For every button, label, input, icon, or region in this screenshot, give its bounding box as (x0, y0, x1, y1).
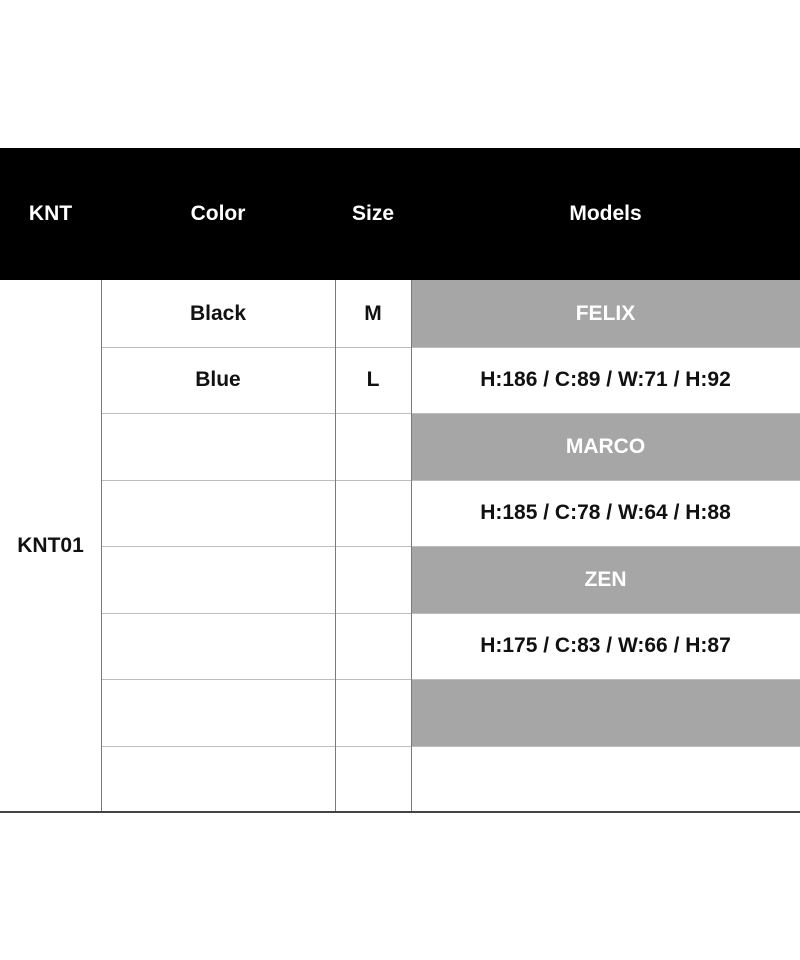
size-cell (335, 679, 411, 746)
row-divider (101, 480, 800, 481)
size-cell: M (364, 301, 382, 325)
color-cell: Black (189, 301, 247, 325)
color-cell: Blue (195, 368, 241, 391)
model-cell: MARCO (411, 413, 800, 480)
header-knt: KNT (28, 202, 73, 225)
model-cell: H:175 / C:83 / W:66 / H:87 (480, 634, 731, 657)
color-cell (101, 413, 335, 480)
header-color: Color (190, 202, 246, 225)
divider (101, 280, 102, 812)
header-size: Size (351, 202, 395, 225)
color-cell (101, 679, 335, 746)
size-cell: L (366, 368, 380, 391)
size-cell (335, 546, 411, 613)
color-cell (101, 480, 335, 546)
model-cell: H:186 / C:89 / W:71 / H:92 (480, 368, 731, 391)
row-divider (101, 613, 800, 614)
row-divider (101, 546, 800, 547)
divider (411, 280, 412, 812)
model-cell (411, 679, 800, 746)
table-bottom-border (0, 811, 800, 813)
row-divider (101, 746, 800, 747)
model-cell (411, 746, 800, 812)
color-cell (101, 746, 335, 812)
color-cell (101, 546, 335, 613)
size-cell (335, 480, 411, 546)
color-cell (101, 613, 335, 679)
row-divider (101, 679, 800, 680)
table-header: KNT Color Size Models (0, 148, 800, 280)
size-cell (335, 613, 411, 679)
divider (335, 280, 336, 812)
header-models: Models (569, 202, 642, 225)
product-code-cell: KNT01 (17, 534, 84, 557)
row-divider (101, 347, 800, 348)
size-cell (335, 413, 411, 480)
model-cell: ZEN (411, 546, 800, 613)
row-divider (101, 413, 800, 414)
size-cell (335, 746, 411, 812)
model-cell: H:185 / C:78 / W:64 / H:88 (480, 501, 731, 524)
model-cell: FELIX (411, 280, 800, 347)
